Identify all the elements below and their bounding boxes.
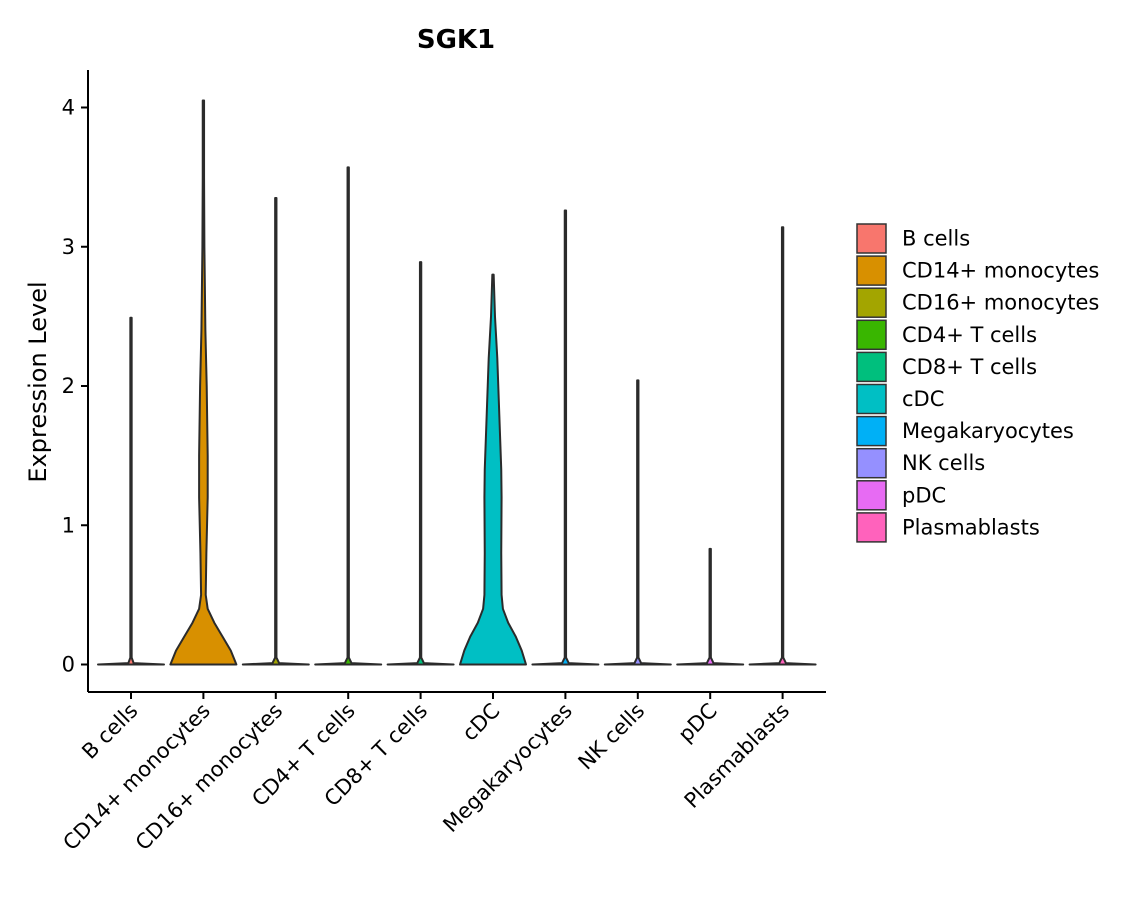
violin-cdc xyxy=(459,273,527,666)
violin-nk-cells xyxy=(603,379,672,666)
violin-cd16-monocytes xyxy=(241,197,310,666)
y-tick-label: 2 xyxy=(62,374,75,398)
chart-title: SGK1 xyxy=(417,25,495,55)
y-axis-title: Expression Level xyxy=(24,281,52,482)
violin-b-cells xyxy=(97,316,165,666)
legend-swatch-pdc xyxy=(856,480,887,511)
y-tick-label: 1 xyxy=(62,513,75,537)
x-tick-label: B cells xyxy=(77,699,142,764)
legend-swatch-cd8-t-cells xyxy=(856,351,887,383)
violin-cd14-monocytes xyxy=(169,99,238,666)
legend-swatch-cdc xyxy=(856,383,887,415)
legend-label-b-cells: B cells xyxy=(902,227,970,251)
x-tick-label: NK cells xyxy=(574,699,650,775)
violin-megakaryocytes xyxy=(531,209,600,666)
legend-swatch-b-cells xyxy=(856,223,887,254)
legend-swatch-nk-cells xyxy=(856,447,887,479)
violin-pdc xyxy=(676,547,745,666)
x-tick-label: cDC xyxy=(458,699,505,746)
legend-swatch-cd14-monocytes xyxy=(856,255,887,286)
legend-label-megakaryocytes: Megakaryocytes xyxy=(902,419,1074,443)
legend-swatch-megakaryocytes xyxy=(856,415,887,447)
legend-label-cdc: cDC xyxy=(902,387,944,411)
y-tick-label: 0 xyxy=(62,653,75,677)
violins xyxy=(97,99,817,666)
legend-swatch-plasmablasts xyxy=(856,512,887,543)
legend-swatch-cd16-monocytes xyxy=(856,287,887,318)
y-axis: 0 1 2 3 4 xyxy=(62,70,89,692)
legend-label-cd16-monocytes: CD16+ monocytes xyxy=(902,291,1099,315)
x-tick-label: pDC xyxy=(674,699,722,747)
y-tick-label: 4 xyxy=(62,96,75,120)
legend: B cells CD14+ monocytes CD16+ monocytes CD4… xyxy=(856,223,1099,543)
violin-cd4-t-cells xyxy=(314,166,383,666)
legend-label-cd4-t-cells: CD4+ T cells xyxy=(902,323,1037,347)
x-tick-label: Megakaryocytes xyxy=(438,699,577,838)
y-tick-label: 3 xyxy=(62,235,75,259)
legend-label-plasmablasts: Plasmablasts xyxy=(902,515,1040,539)
legend-label-pdc: pDC xyxy=(902,483,946,507)
legend-label-nk-cells: NK cells xyxy=(902,451,985,475)
violin-cd8-t-cells xyxy=(386,261,455,666)
legend-label-cd14-monocytes: CD14+ monocytes xyxy=(902,259,1099,283)
legend-label-cd8-t-cells: CD8+ T cells xyxy=(902,355,1037,379)
legend-swatch-cd4-t-cells xyxy=(856,319,887,351)
violin-plasmablasts xyxy=(748,226,817,666)
